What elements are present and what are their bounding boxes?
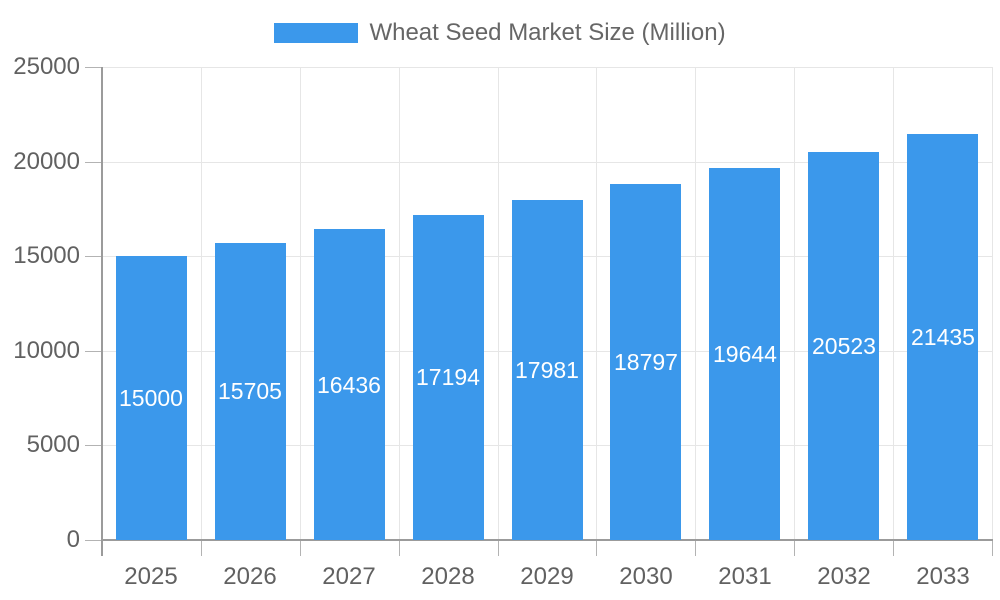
bar[interactable]: [413, 215, 484, 540]
x-axis-line: [101, 539, 993, 541]
x-axis-tick-label: 2027: [322, 563, 376, 590]
y-axis-tick: [85, 162, 101, 163]
bar-value-label: 21435: [911, 324, 975, 350]
x-axis-tick: [893, 540, 894, 556]
bar-value-label: 18797: [614, 349, 678, 375]
bar[interactable]: [314, 229, 385, 540]
bar[interactable]: [610, 184, 681, 540]
y-axis-tick: [85, 351, 101, 352]
x-axis-tick-label: 2032: [817, 563, 871, 590]
y-axis-tick-label: 0: [66, 526, 80, 553]
y-axis-tick-label: 25000: [13, 53, 80, 80]
h-gridline: [102, 67, 992, 68]
v-gridline: [498, 67, 499, 540]
x-axis-tick: [300, 540, 301, 556]
bar[interactable]: [808, 152, 879, 540]
v-gridline: [596, 67, 597, 540]
y-axis-tick-label: 5000: [26, 431, 80, 458]
v-gridline: [695, 67, 696, 540]
bar-value-label: 20523: [812, 333, 876, 359]
y-axis-line: [101, 67, 103, 556]
x-axis-tick-label: 2033: [916, 563, 970, 590]
bar-value-label: 19644: [713, 341, 777, 367]
x-axis-tick: [794, 540, 795, 556]
v-gridline: [399, 67, 400, 540]
bar[interactable]: [215, 243, 286, 540]
y-axis-tick: [85, 67, 101, 68]
v-gridline: [300, 67, 301, 540]
bar[interactable]: [512, 200, 583, 540]
x-axis-tick-label: 2026: [223, 563, 277, 590]
y-axis-tick-label: 15000: [13, 242, 80, 269]
x-axis-tick-label: 2030: [619, 563, 673, 590]
x-axis-tick-label: 2029: [520, 563, 574, 590]
bar[interactable]: [116, 256, 187, 540]
x-axis-tick: [596, 540, 597, 556]
x-axis-tick: [695, 540, 696, 556]
v-gridline: [893, 67, 894, 540]
legend-swatch[interactable]: [274, 23, 359, 43]
x-axis-tick-label: 2025: [124, 563, 178, 590]
x-axis-tick-label: 2028: [421, 563, 475, 590]
y-axis-tick: [85, 540, 101, 541]
legend-label: Wheat Seed Market Size (Million): [369, 19, 726, 46]
x-axis-tick: [201, 540, 202, 556]
v-gridline: [794, 67, 795, 540]
x-axis-tick-label: 2031: [718, 563, 772, 590]
bar[interactable]: [709, 168, 780, 540]
y-axis-tick: [85, 256, 101, 257]
y-axis-tick-label: 20000: [13, 148, 80, 175]
legend[interactable]: Wheat Seed Market Size (Million): [0, 19, 1000, 46]
v-gridline: [201, 67, 202, 540]
bar-value-label: 17194: [416, 364, 480, 390]
v-gridline: [992, 67, 993, 540]
x-axis-tick: [498, 540, 499, 556]
bar-value-label: 15705: [218, 378, 282, 404]
bar[interactable]: [907, 134, 978, 540]
bar-value-label: 15000: [119, 385, 183, 411]
x-axis-tick: [399, 540, 400, 556]
y-axis-tick: [85, 445, 101, 446]
h-gridline: [102, 162, 992, 163]
bar-value-label: 17981: [515, 357, 579, 383]
y-axis-tick-label: 10000: [13, 337, 80, 364]
bar-value-label: 16436: [317, 372, 381, 398]
x-axis-tick: [992, 540, 993, 556]
